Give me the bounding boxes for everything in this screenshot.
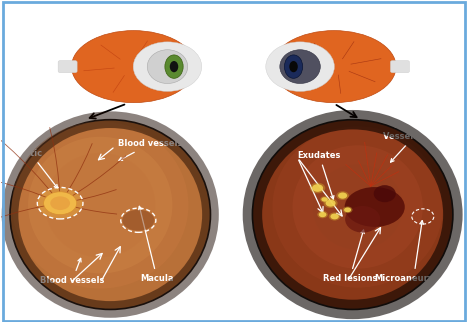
Ellipse shape [133, 42, 202, 91]
Circle shape [317, 211, 328, 218]
Ellipse shape [28, 137, 173, 273]
Text: Microaneurysms: Microaneurysms [375, 221, 453, 283]
Circle shape [343, 206, 353, 213]
Ellipse shape [12, 121, 189, 288]
Circle shape [338, 193, 347, 199]
Ellipse shape [292, 145, 423, 269]
Circle shape [330, 214, 339, 219]
Circle shape [326, 200, 336, 207]
Circle shape [312, 184, 323, 192]
Ellipse shape [45, 153, 155, 257]
Ellipse shape [284, 55, 303, 78]
Text: Blood vessels: Blood vessels [40, 258, 104, 285]
Ellipse shape [147, 50, 188, 84]
Ellipse shape [374, 185, 396, 202]
Ellipse shape [345, 206, 380, 233]
Circle shape [324, 198, 337, 208]
Ellipse shape [165, 55, 183, 78]
Ellipse shape [289, 61, 298, 72]
Ellipse shape [170, 61, 178, 72]
Ellipse shape [72, 31, 196, 103]
Text: Blood vessels: Blood vessels [118, 139, 182, 161]
Ellipse shape [312, 164, 403, 250]
Ellipse shape [345, 187, 405, 227]
Ellipse shape [280, 50, 320, 84]
Circle shape [310, 183, 325, 193]
Text: Exudates: Exudates [298, 151, 341, 199]
Text: Red lesions: Red lesions [323, 230, 377, 283]
Ellipse shape [273, 126, 443, 287]
Circle shape [50, 196, 70, 210]
FancyBboxPatch shape [391, 60, 410, 73]
Circle shape [38, 188, 82, 219]
Circle shape [344, 207, 351, 212]
Text: New Blood
Vessels Growth: New Blood Vessels Growth [383, 121, 456, 162]
Text: Macula: Macula [138, 206, 174, 283]
Ellipse shape [122, 210, 155, 231]
Circle shape [44, 192, 77, 214]
Circle shape [337, 191, 349, 200]
Circle shape [321, 197, 328, 202]
Circle shape [328, 213, 340, 221]
Circle shape [320, 196, 329, 203]
Ellipse shape [266, 42, 334, 91]
Ellipse shape [272, 31, 396, 103]
Text: Optic: Optic [18, 149, 57, 188]
Ellipse shape [253, 120, 453, 309]
Circle shape [319, 212, 327, 217]
Ellipse shape [10, 120, 210, 309]
FancyBboxPatch shape [58, 60, 77, 73]
